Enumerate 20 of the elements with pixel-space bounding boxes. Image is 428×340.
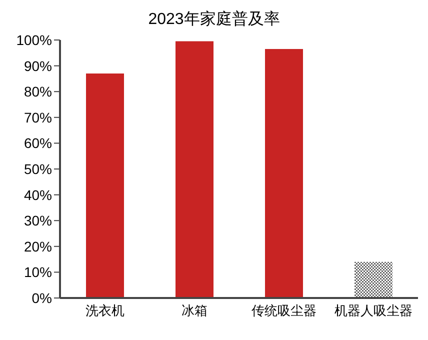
x-tick-label: 传统吸尘器 — [251, 303, 316, 318]
x-tick-label: 冰箱 — [181, 303, 208, 318]
y-tick-label: 20% — [24, 238, 52, 254]
y-tick-label: 30% — [24, 212, 52, 229]
y-tick-label: 60% — [24, 135, 52, 152]
y-tick-label: 90% — [24, 58, 52, 74]
bar — [354, 262, 392, 298]
y-tick-label: 100% — [16, 32, 52, 48]
bar — [86, 74, 124, 298]
y-tick-label: 0% — [32, 290, 52, 306]
bar — [265, 49, 303, 298]
y-tick-label: 40% — [24, 186, 52, 203]
x-tick-label: 机器人吸尘器 — [334, 303, 412, 318]
y-tick-label: 10% — [24, 264, 52, 280]
chart-title: 2023年家庭普及率 — [147, 9, 281, 30]
y-tick-label: 50% — [24, 160, 52, 177]
x-tick-label: 洗衣机 — [85, 303, 124, 318]
y-tick-label: 70% — [24, 109, 52, 126]
y-tick-label: 80% — [24, 84, 52, 100]
bar — [176, 41, 214, 298]
